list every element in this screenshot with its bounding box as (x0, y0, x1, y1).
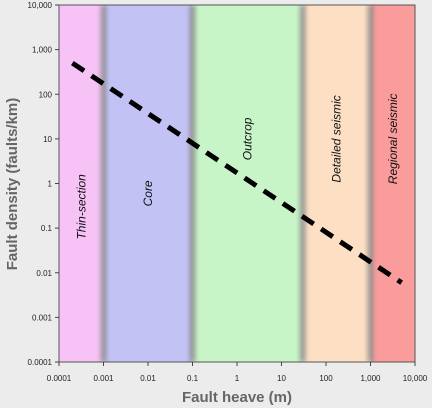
band-label-thin-section: Thin-section (74, 174, 88, 240)
x-tick-label: 10 (277, 374, 286, 383)
y-tick-label: 0.01 (36, 269, 52, 278)
y-tick-label: 100 (39, 90, 53, 99)
band-boundary (299, 5, 306, 362)
band-core (103, 5, 193, 362)
x-tick-label: 1,000 (360, 374, 381, 383)
x-tick-label: 10,000 (403, 374, 428, 383)
x-tick-label: 0.0001 (47, 374, 72, 383)
depth-bands (59, 5, 415, 362)
x-tick-label: 0.01 (140, 374, 156, 383)
x-tick-label: 1 (235, 374, 240, 383)
band-label-detailed-seismic: Detailed seismic (330, 95, 344, 182)
band-labels: Thin-section Core Outcrop Detailed seismic R… (74, 94, 400, 240)
x-tick-label: 0.001 (93, 374, 114, 383)
band-label-core: Core (141, 180, 155, 206)
band-boundary (189, 5, 196, 362)
band-thin-section (59, 5, 104, 362)
x-tick-label: 100 (319, 374, 333, 383)
band-boundary (367, 5, 374, 362)
x-axis-title: Fault heave (m) (182, 389, 292, 406)
trend-line (71, 60, 403, 285)
band-outcrop (192, 5, 303, 362)
y-tick-label: 10 (43, 135, 52, 144)
x-tick-label: 0.1 (187, 374, 199, 383)
y-tick-label: 0.001 (32, 313, 53, 322)
y-axis-ticks: 0.0001 0.001 0.01 0.1 1 10 100 1,000 10,000 (28, 1, 59, 367)
y-tick-label: 1 (48, 180, 53, 189)
y-tick-label: 0.1 (41, 224, 53, 233)
x-axis-ticks: 0.0001 0.001 0.01 0.1 1 10 100 1,000 10,000 (47, 362, 428, 383)
band-regional-seismic (370, 5, 415, 362)
y-tick-label: 0.0001 (28, 358, 53, 367)
y-tick-label: 10,000 (28, 1, 53, 10)
band-boundary (100, 5, 107, 362)
band-label-outcrop: Outcrop (241, 117, 255, 160)
band-label-regional-seismic: Regional seismic (386, 94, 400, 185)
band-detailed-seismic (302, 5, 371, 362)
y-tick-label: 1,000 (32, 46, 53, 55)
y-axis-title: Fault density (faults/km) (4, 98, 21, 271)
band-boundaries (100, 5, 374, 362)
series (71, 60, 403, 285)
